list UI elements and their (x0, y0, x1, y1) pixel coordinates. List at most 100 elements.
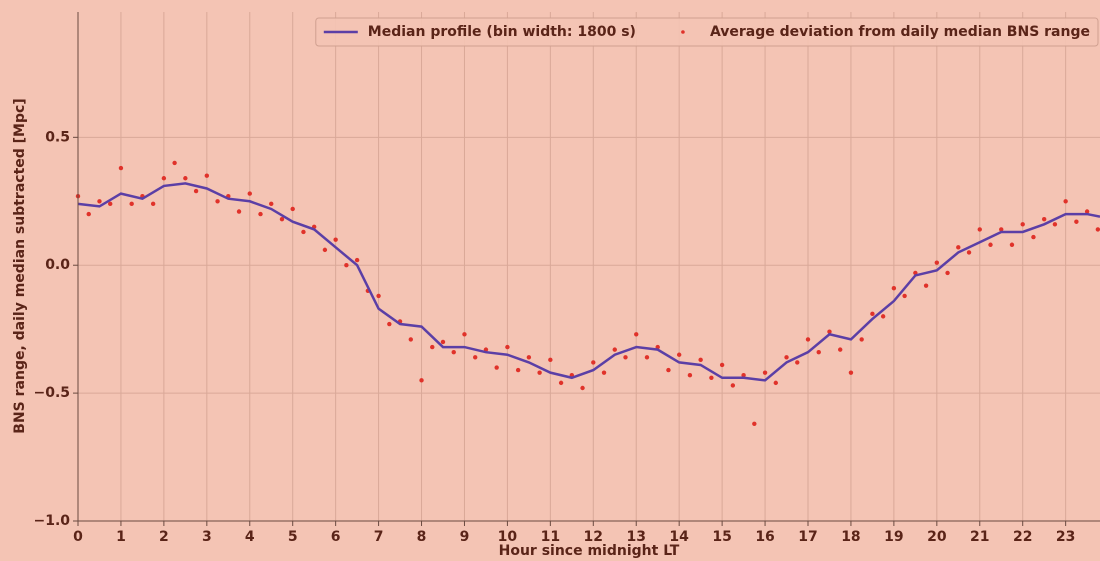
x-tick-label: 5 (288, 529, 298, 545)
y-tick-label: 0.5 (45, 129, 70, 145)
legend-label: Median profile (bin width: 1800 s) (368, 24, 636, 40)
scatter-point (526, 355, 532, 360)
scatter-point (1052, 222, 1058, 227)
x-tick-label: 2 (159, 529, 169, 545)
scatter-point (816, 349, 821, 355)
scatter-point (784, 355, 789, 360)
scatter-point (741, 373, 746, 378)
x-tick-label: 9 (460, 529, 470, 545)
x-tick-label: 7 (374, 529, 384, 545)
x-tick-label: 1 (116, 529, 126, 545)
scatter-point (709, 375, 714, 380)
x-tick-label: 17 (798, 529, 817, 545)
legend-box (315, 17, 1099, 47)
scatter-point (118, 165, 124, 171)
x-tick-label: 14 (669, 529, 689, 545)
scatter-point (548, 357, 553, 363)
scatter-point (376, 293, 381, 299)
median-line (77, 182, 1100, 382)
scatter-point (752, 421, 757, 427)
scatter-point (97, 199, 102, 204)
scatter-point (161, 176, 167, 181)
scatter-point (838, 347, 843, 352)
legend-item: Average deviation from daily median BNS … (681, 24, 1090, 40)
x-tick-label: 13 (626, 529, 645, 545)
scatter-point (1074, 219, 1079, 224)
scatter-point (290, 206, 295, 212)
scatter-point (129, 201, 134, 207)
scatter-point (687, 373, 693, 378)
scatter-point (204, 173, 210, 178)
scatter-point (655, 344, 660, 350)
y-axis-label: BNS range, daily median subtracted [Mpc] (12, 98, 28, 433)
scatter-point (988, 242, 993, 247)
scatter-point (795, 360, 800, 365)
scatter-point (634, 332, 639, 337)
x-tick-label: 16 (755, 529, 774, 545)
x-tick-label: 11 (541, 529, 560, 545)
scatter-point (558, 380, 564, 386)
scatter-point (473, 355, 478, 360)
scatter-point (193, 188, 199, 194)
scatter-point (612, 347, 617, 352)
x-tick-label: 15 (712, 529, 731, 545)
scatter-point (537, 370, 542, 375)
y-tick-label: 0.0 (45, 257, 70, 273)
scatter-point (1041, 216, 1047, 222)
scatter-point (891, 286, 897, 291)
scatter-point (580, 385, 585, 391)
scatter-point (269, 201, 274, 207)
x-tick-label: 18 (841, 529, 860, 545)
y-tick-label: −1.0 (33, 513, 70, 529)
scatter-point (666, 367, 671, 373)
scatter-point (644, 355, 650, 360)
scatter-point (977, 227, 982, 232)
x-tick-label: 4 (245, 529, 255, 545)
legend-label: Average deviation from daily median BNS … (710, 24, 1090, 40)
scatter-point (773, 380, 778, 386)
x-tick-label: 0 (73, 529, 83, 545)
scatter-point (999, 227, 1004, 232)
legend-dot (681, 30, 685, 34)
x-tick-label: 12 (584, 529, 603, 545)
scatter-point (494, 365, 499, 370)
scatter-point (172, 160, 177, 166)
marks (75, 160, 1100, 427)
scatter-point (515, 367, 521, 373)
scatter-point (698, 357, 703, 363)
scatter-point (623, 355, 628, 360)
scatter-point (934, 260, 940, 265)
scatter-point (322, 247, 328, 253)
scatter-point (719, 362, 725, 368)
y-tick-label: −0.5 (33, 385, 70, 401)
scatter-point (236, 209, 242, 214)
scatter-point (945, 270, 950, 276)
scatter-point (344, 263, 349, 268)
scatter-point (870, 311, 875, 317)
scatter-point (676, 352, 682, 357)
x-tick-label: 19 (884, 529, 903, 545)
scatter-point (902, 293, 907, 299)
legend-item: Median profile (bin width: 1800 s) (323, 24, 636, 40)
scatter-point (333, 237, 338, 242)
scatter-point (440, 339, 446, 345)
scatter-point (805, 337, 811, 342)
scatter-point (859, 337, 864, 342)
scatter-point (408, 337, 413, 342)
scatter-point (923, 283, 929, 288)
scatter-point (258, 211, 263, 217)
scatter-point (1020, 222, 1025, 227)
scatter-point (430, 344, 435, 350)
scatter-point (150, 201, 156, 207)
x-tick-label: 23 (1056, 529, 1075, 545)
scatter-point (1095, 227, 1100, 232)
scatter-point (108, 201, 113, 207)
x-tick-label: 6 (331, 529, 341, 545)
scatter-point (956, 245, 961, 250)
x-tick-label: 10 (498, 529, 518, 545)
x-tick-label: 21 (970, 529, 989, 545)
scatter-point (848, 370, 854, 375)
scatter-point (1009, 242, 1015, 247)
x-tick-label: 20 (927, 529, 947, 545)
